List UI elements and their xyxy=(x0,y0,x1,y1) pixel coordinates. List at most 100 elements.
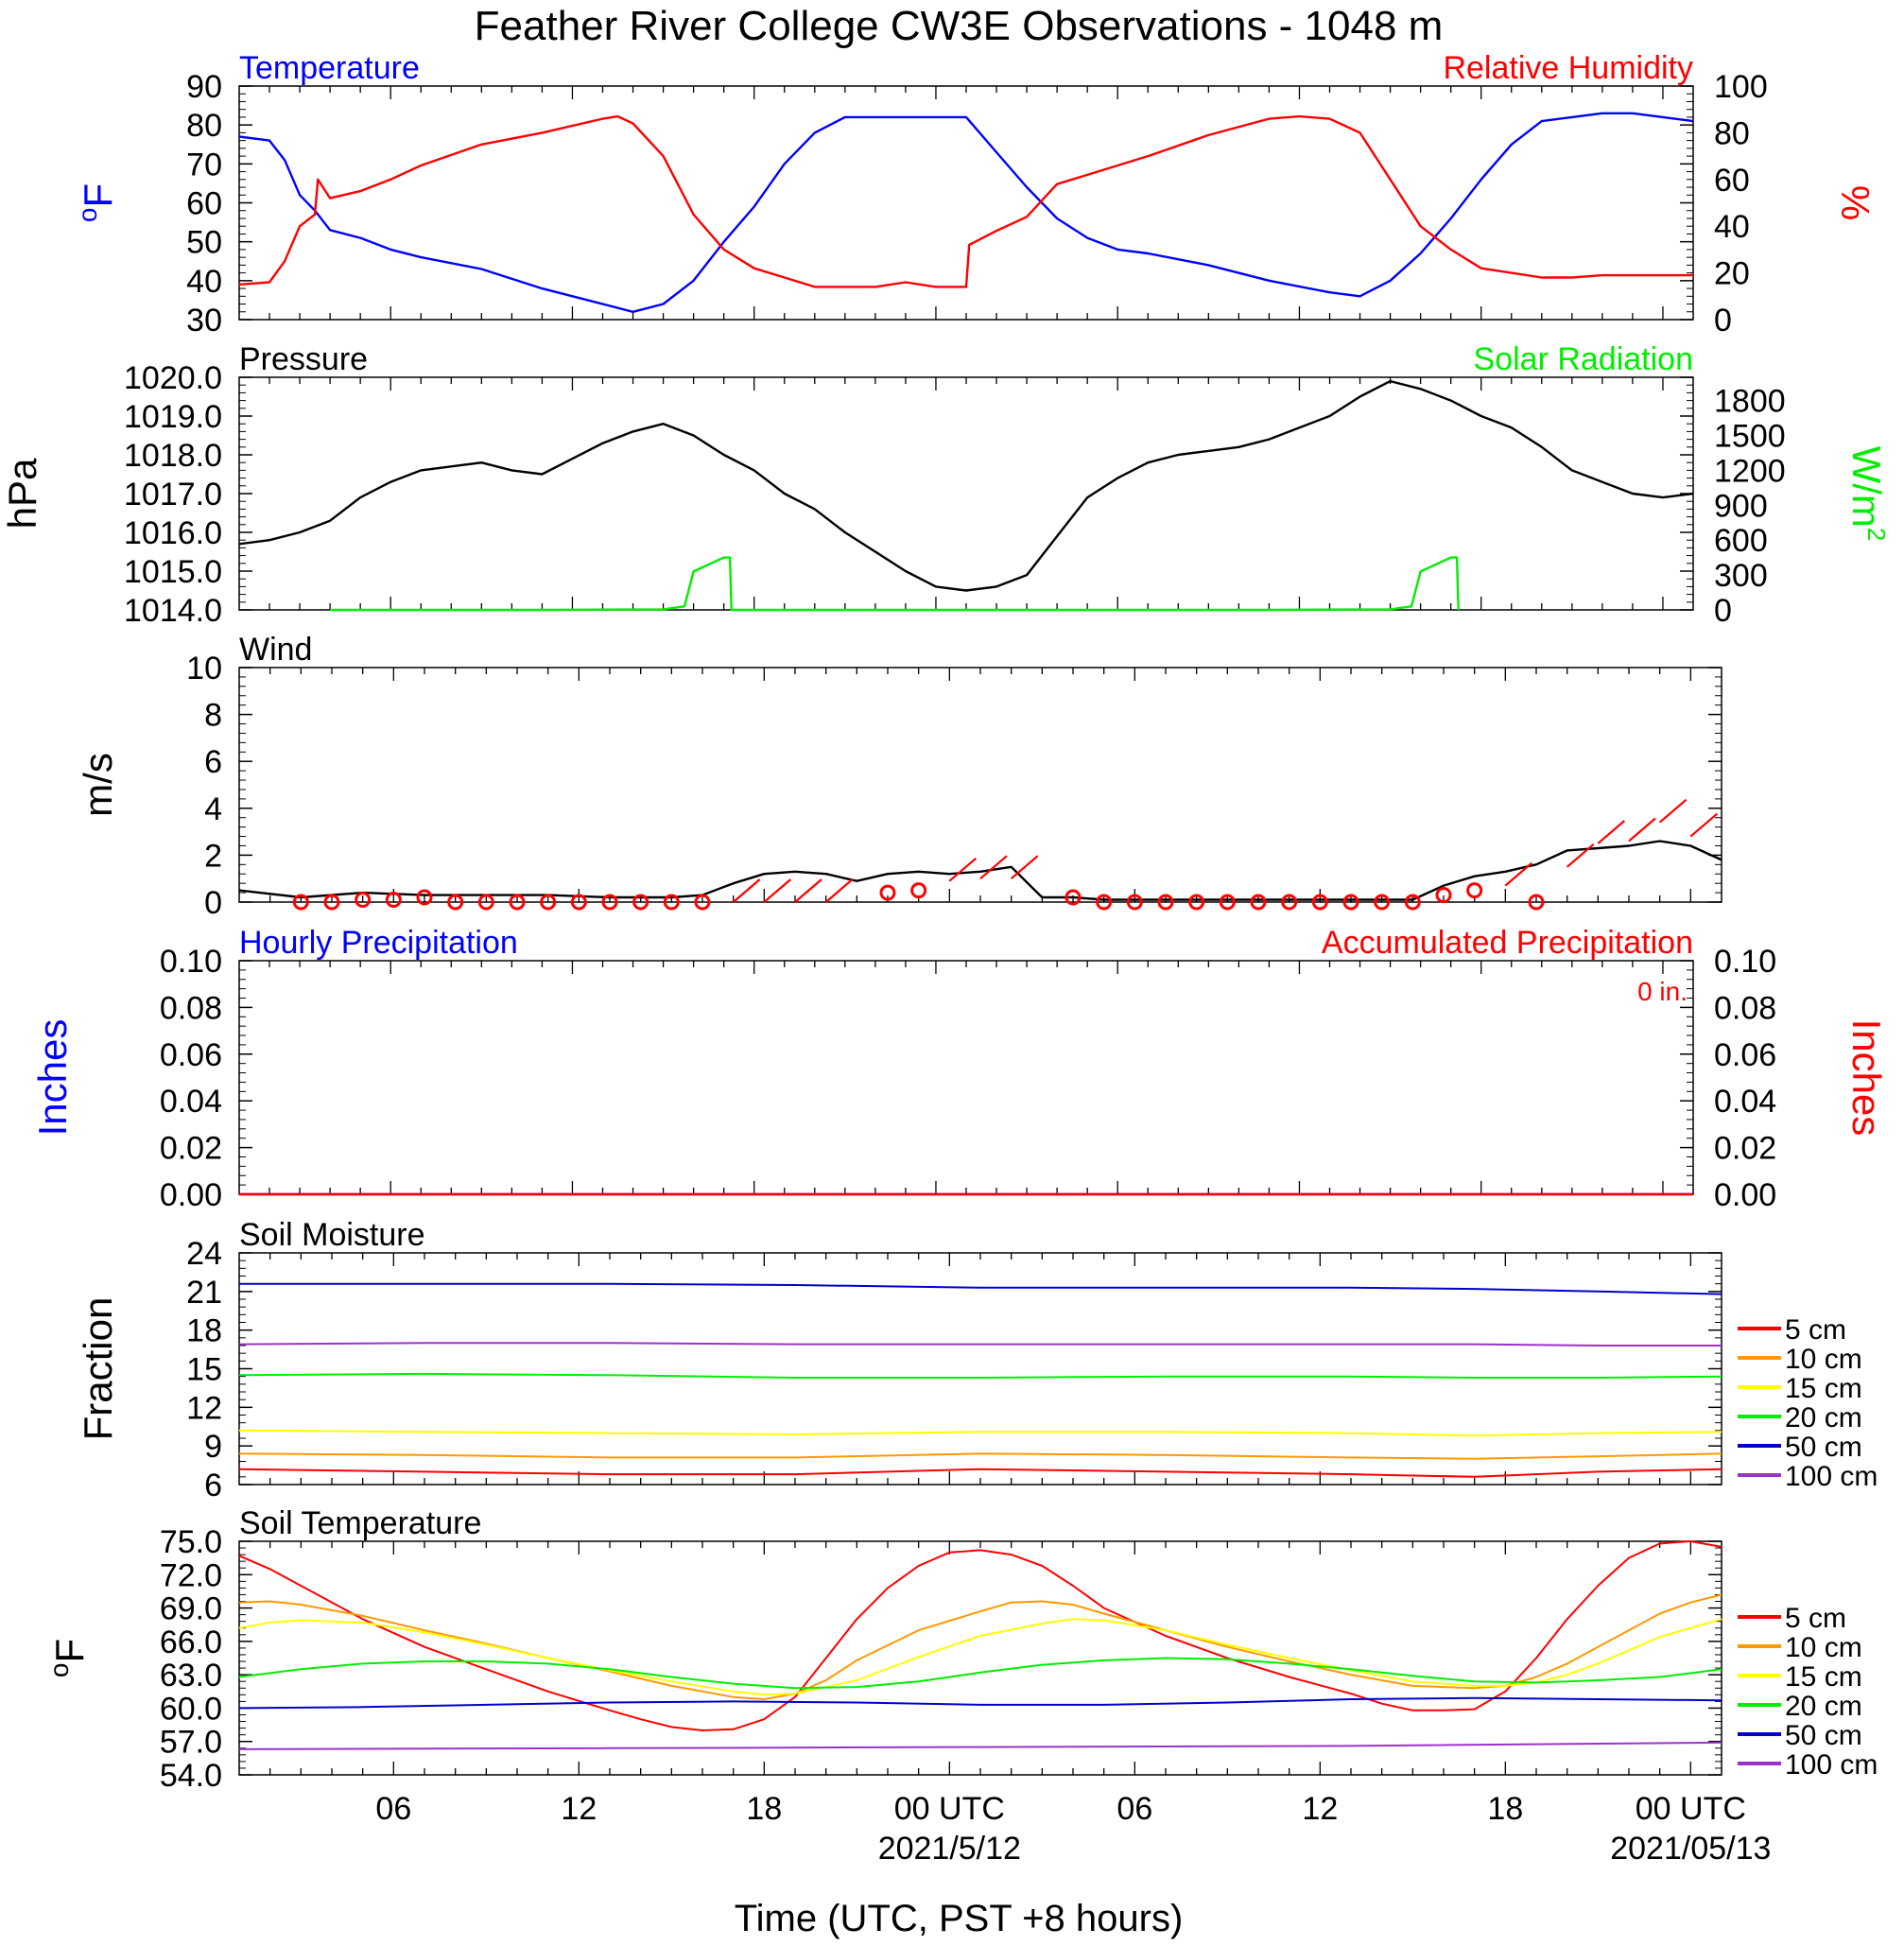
y-axis-label-left: oF xyxy=(73,183,120,222)
y-tick-label-left: 8 xyxy=(204,698,222,734)
panel-pressure-solar: 1014.01015.01016.01017.01018.01019.01020… xyxy=(0,341,1891,629)
y-tick-label-left: 2 xyxy=(204,838,222,874)
wind-barb-calm xyxy=(910,882,927,899)
legend-label: 15 cm xyxy=(1785,1373,1862,1404)
y-tick-label-left: 0.08 xyxy=(160,990,222,1026)
panel-title-left: Pressure xyxy=(239,341,368,377)
x-tick-label: 12 xyxy=(1302,1791,1338,1827)
wind-barb-calm xyxy=(1250,894,1267,911)
y-tick-label-right: 0.08 xyxy=(1714,990,1776,1026)
y-axis-label-right: W/m2 xyxy=(1844,446,1891,542)
y-tick-label-right: 600 xyxy=(1714,523,1768,559)
wind-barb xyxy=(1504,861,1533,887)
series-line-temperature xyxy=(238,112,1694,313)
series-line-50-cm xyxy=(239,1282,1722,1295)
wind-barb xyxy=(763,878,792,903)
y-tick-label-left: 75.0 xyxy=(160,1524,222,1560)
wind-barb xyxy=(1597,820,1626,844)
panel-title-right: Relative Humidity xyxy=(1443,50,1693,86)
series-line-100-cm xyxy=(238,1741,1722,1750)
y-tick-label-right: 40 xyxy=(1714,209,1750,245)
wind-barb xyxy=(794,878,822,903)
y-tick-label-left: 66.0 xyxy=(160,1625,222,1660)
y-tick-label-left: 24 xyxy=(186,1236,222,1272)
y-axis-label-right: Inches xyxy=(1844,1019,1889,1137)
y-tick-label-left: 0 xyxy=(204,885,222,921)
wind-barb-calm xyxy=(509,894,526,911)
y-tick-label-left: 21 xyxy=(186,1275,222,1311)
y-tick-label-left: 30 xyxy=(186,303,222,339)
panel-soil-temperature: 54.057.060.063.066.069.072.075.0 Soil Tem… xyxy=(44,1505,1878,1794)
y-tick-label-left: 1016.0 xyxy=(124,515,222,551)
y-axis-label-left: oF xyxy=(44,1639,92,1677)
wind-barb-calm xyxy=(1281,894,1298,911)
series-line-10-cm xyxy=(238,1452,1722,1460)
y-tick-label-left: 1017.0 xyxy=(124,477,222,513)
wind-barb-calm xyxy=(1188,894,1205,911)
wind-barb-calm xyxy=(1065,889,1082,906)
panel-title-left: Soil Moisture xyxy=(239,1217,425,1253)
wind-barb-calm xyxy=(663,894,680,911)
wind-barb-calm xyxy=(292,894,309,911)
y-tick-label-left: 18 xyxy=(186,1313,222,1349)
y-tick-label-left: 10 xyxy=(186,651,222,686)
legend-label: 10 cm xyxy=(1785,1632,1862,1663)
y-axis-label-right: % xyxy=(1833,185,1878,220)
wind-barb-calm xyxy=(323,894,340,911)
wind-barb xyxy=(1566,843,1595,868)
y-tick-label-left: 40 xyxy=(186,264,222,300)
series-line-pressure xyxy=(238,379,1694,592)
y-tick-label-right: 60 xyxy=(1714,163,1750,199)
y-tick-label-left: 80 xyxy=(186,108,222,144)
wind-barb-calm xyxy=(632,894,649,911)
wind-barb-calm xyxy=(540,894,557,911)
wind-barb xyxy=(1628,817,1656,843)
legend-label: 100 cm xyxy=(1785,1461,1878,1492)
y-tick-label-left: 0.02 xyxy=(160,1131,222,1167)
y-tick-label-left: 57.0 xyxy=(160,1725,222,1761)
y-tick-label-right: 1200 xyxy=(1714,453,1786,489)
y-tick-label-left: 54.0 xyxy=(160,1758,222,1794)
panel-title-left: Wind xyxy=(239,632,312,668)
wind-barb-calm xyxy=(1342,894,1359,911)
legend-label: 100 cm xyxy=(1785,1749,1878,1781)
series-line-20-cm xyxy=(238,1372,1722,1379)
series-line-relative-humidity xyxy=(238,114,1693,288)
y-axis-label-left: hPa xyxy=(0,458,44,529)
y-axis-label-left: m/s xyxy=(76,753,120,817)
y-tick-label-left: 1019.0 xyxy=(124,399,222,435)
y-tick-label-right: 300 xyxy=(1714,558,1768,594)
wind-barb-calm xyxy=(1219,894,1236,911)
y-tick-label-right: 0 xyxy=(1714,303,1732,339)
y-tick-label-left: 90 xyxy=(186,69,222,105)
wind-barb-calm xyxy=(447,894,464,911)
y-tick-label-left: 0.10 xyxy=(160,944,222,980)
y-axis-label-left: Fraction xyxy=(76,1297,120,1441)
y-tick-label-right: 0.10 xyxy=(1714,944,1776,980)
y-tick-label-left: 6 xyxy=(204,744,222,780)
y-tick-label-left: 1018.0 xyxy=(124,438,222,474)
y-tick-label-left: 50 xyxy=(186,225,222,261)
series-line-20-cm xyxy=(238,1657,1722,1690)
wind-barb-calm xyxy=(879,884,896,901)
x-tick-label: 00 UTC xyxy=(894,1791,1005,1827)
panel-title-right: Solar Radiation xyxy=(1474,341,1693,377)
legend-label: 20 cm xyxy=(1785,1402,1862,1433)
x-tick-label: 06 xyxy=(1116,1791,1152,1827)
legend-label: 5 cm xyxy=(1785,1314,1846,1346)
y-tick-label-left: 0.04 xyxy=(160,1084,222,1120)
series-line-wind xyxy=(238,840,1722,901)
wind-barb-calm xyxy=(355,892,372,909)
series-line-15-cm xyxy=(238,1618,1722,1696)
y-tick-label-left: 1020.0 xyxy=(124,360,222,396)
wind-barb-calm xyxy=(1126,894,1143,911)
panel-title-left: Hourly Precipitation xyxy=(239,925,518,961)
y-tick-label-left: 72.0 xyxy=(160,1557,222,1593)
panel-title-left: Temperature xyxy=(239,50,420,86)
y-tick-label-left: 63.0 xyxy=(160,1658,222,1694)
wind-barb-calm xyxy=(1404,894,1421,911)
wind-barb-calm xyxy=(694,894,711,911)
